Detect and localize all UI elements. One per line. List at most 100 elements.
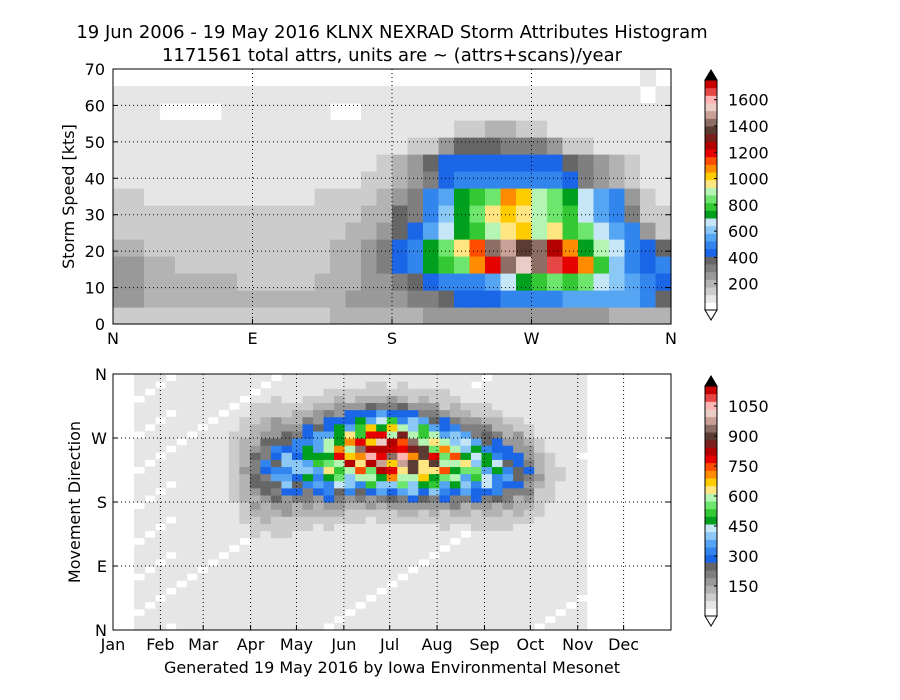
heatmap-cell bbox=[481, 566, 493, 574]
heatmap-cell bbox=[438, 290, 455, 308]
heatmap-cell bbox=[302, 551, 314, 560]
heatmap-cell bbox=[544, 494, 556, 503]
heatmap-cell bbox=[207, 523, 219, 532]
heatmap-cell bbox=[407, 290, 424, 308]
heatmap-cell bbox=[197, 608, 209, 617]
heatmap-cell bbox=[576, 573, 588, 581]
heatmap-cell bbox=[513, 423, 525, 432]
heatmap-cell bbox=[176, 445, 188, 453]
heatmap-cell bbox=[392, 120, 409, 138]
heatmap-cell bbox=[313, 502, 325, 510]
heatmap-cell bbox=[407, 615, 419, 624]
colorbar-segment bbox=[705, 493, 717, 502]
heatmap-cell bbox=[291, 445, 304, 453]
heatmap-cell bbox=[449, 523, 462, 532]
heatmap-cell bbox=[144, 256, 161, 274]
heatmap-cell bbox=[260, 452, 272, 460]
heatmap-cell bbox=[218, 459, 230, 468]
heatmap-cell bbox=[270, 622, 283, 631]
heatmap-cell bbox=[207, 423, 219, 432]
heatmap-cell bbox=[460, 566, 472, 574]
heatmap-cell bbox=[470, 544, 483, 553]
heatmap-cell bbox=[376, 86, 393, 104]
heatmap-cell bbox=[165, 487, 177, 496]
heatmap-cell bbox=[640, 103, 657, 121]
heatmap-cell bbox=[249, 573, 261, 581]
heatmap-cell bbox=[439, 551, 451, 560]
heatmap-cell bbox=[176, 601, 188, 610]
heatmap-cell bbox=[252, 290, 269, 308]
heatmap-cell bbox=[439, 381, 451, 389]
heatmap-cell bbox=[249, 494, 261, 503]
heatmap-cell bbox=[470, 395, 483, 404]
heatmap-cell bbox=[502, 452, 514, 460]
heatmap-cell bbox=[313, 409, 325, 418]
heatmap-cell bbox=[344, 558, 356, 567]
heatmap-cell bbox=[565, 551, 577, 560]
heatmap-cell bbox=[323, 409, 335, 418]
heatmap-cell bbox=[578, 120, 595, 138]
heatmap-cell bbox=[513, 438, 525, 446]
heatmap-cell bbox=[428, 580, 440, 588]
heatmap-cell bbox=[407, 523, 419, 532]
heatmap-cell bbox=[376, 239, 393, 257]
x-tick-label: E bbox=[247, 329, 257, 348]
heatmap-cell bbox=[481, 509, 493, 517]
heatmap-cell bbox=[392, 290, 409, 308]
heatmap-cell bbox=[407, 473, 419, 482]
heatmap-cell bbox=[190, 86, 207, 104]
heatmap-cell bbox=[470, 480, 483, 489]
heatmap-cell bbox=[523, 544, 535, 553]
heatmap-cell bbox=[481, 622, 493, 631]
colorbar-segment bbox=[705, 485, 717, 494]
heatmap-cell bbox=[270, 480, 283, 489]
heatmap-cell bbox=[428, 466, 440, 475]
heatmap-cell bbox=[492, 459, 504, 468]
heatmap-cell bbox=[186, 502, 198, 510]
heatmap-cell bbox=[439, 516, 451, 524]
heatmap-cell bbox=[534, 466, 546, 475]
heatmap-cell bbox=[544, 537, 556, 546]
heatmap-cell bbox=[314, 137, 331, 155]
heatmap-cell bbox=[544, 608, 556, 617]
heatmap-cell bbox=[134, 423, 146, 432]
heatmap-cell bbox=[334, 423, 346, 432]
heatmap-cell bbox=[423, 103, 440, 121]
heatmap-cell bbox=[249, 445, 261, 453]
heatmap-cell bbox=[428, 409, 440, 418]
heatmap-cell bbox=[523, 395, 535, 404]
heatmap-cell bbox=[323, 608, 335, 617]
heatmap-cell bbox=[270, 566, 283, 574]
heatmap-cell bbox=[492, 502, 504, 510]
heatmap-cell bbox=[439, 402, 451, 411]
heatmap-cell bbox=[186, 409, 198, 418]
x-tick-label: May bbox=[280, 635, 313, 654]
heatmap-cell bbox=[186, 558, 198, 567]
heatmap-cell bbox=[523, 416, 535, 425]
heatmap-cell bbox=[418, 509, 430, 517]
heatmap-cell bbox=[470, 430, 483, 439]
heatmap-cell bbox=[291, 494, 304, 503]
heatmap-cell bbox=[260, 423, 272, 432]
heatmap-cell bbox=[281, 402, 293, 411]
heatmap-cell bbox=[470, 622, 483, 631]
x-tick-label: Mar bbox=[188, 635, 219, 654]
heatmap-cell bbox=[423, 307, 440, 325]
heatmap-cell bbox=[386, 502, 398, 510]
heatmap-cell bbox=[190, 120, 207, 138]
heatmap-cell bbox=[197, 416, 209, 425]
heatmap-cell bbox=[576, 502, 588, 510]
heatmap-cell bbox=[355, 452, 367, 460]
heatmap-cell bbox=[270, 573, 283, 581]
heatmap-cell bbox=[190, 222, 207, 240]
heatmap-cell bbox=[206, 273, 223, 291]
heatmap-cell bbox=[365, 423, 377, 432]
heatmap-cell bbox=[291, 544, 304, 553]
heatmap-cell bbox=[386, 466, 398, 475]
heatmap-cell bbox=[270, 509, 283, 517]
heatmap-cell bbox=[470, 509, 483, 517]
heatmap-cell bbox=[386, 594, 398, 603]
heatmap-cell bbox=[270, 466, 283, 475]
colorbar-speed bbox=[704, 69, 718, 321]
heatmap-cell bbox=[555, 374, 567, 382]
